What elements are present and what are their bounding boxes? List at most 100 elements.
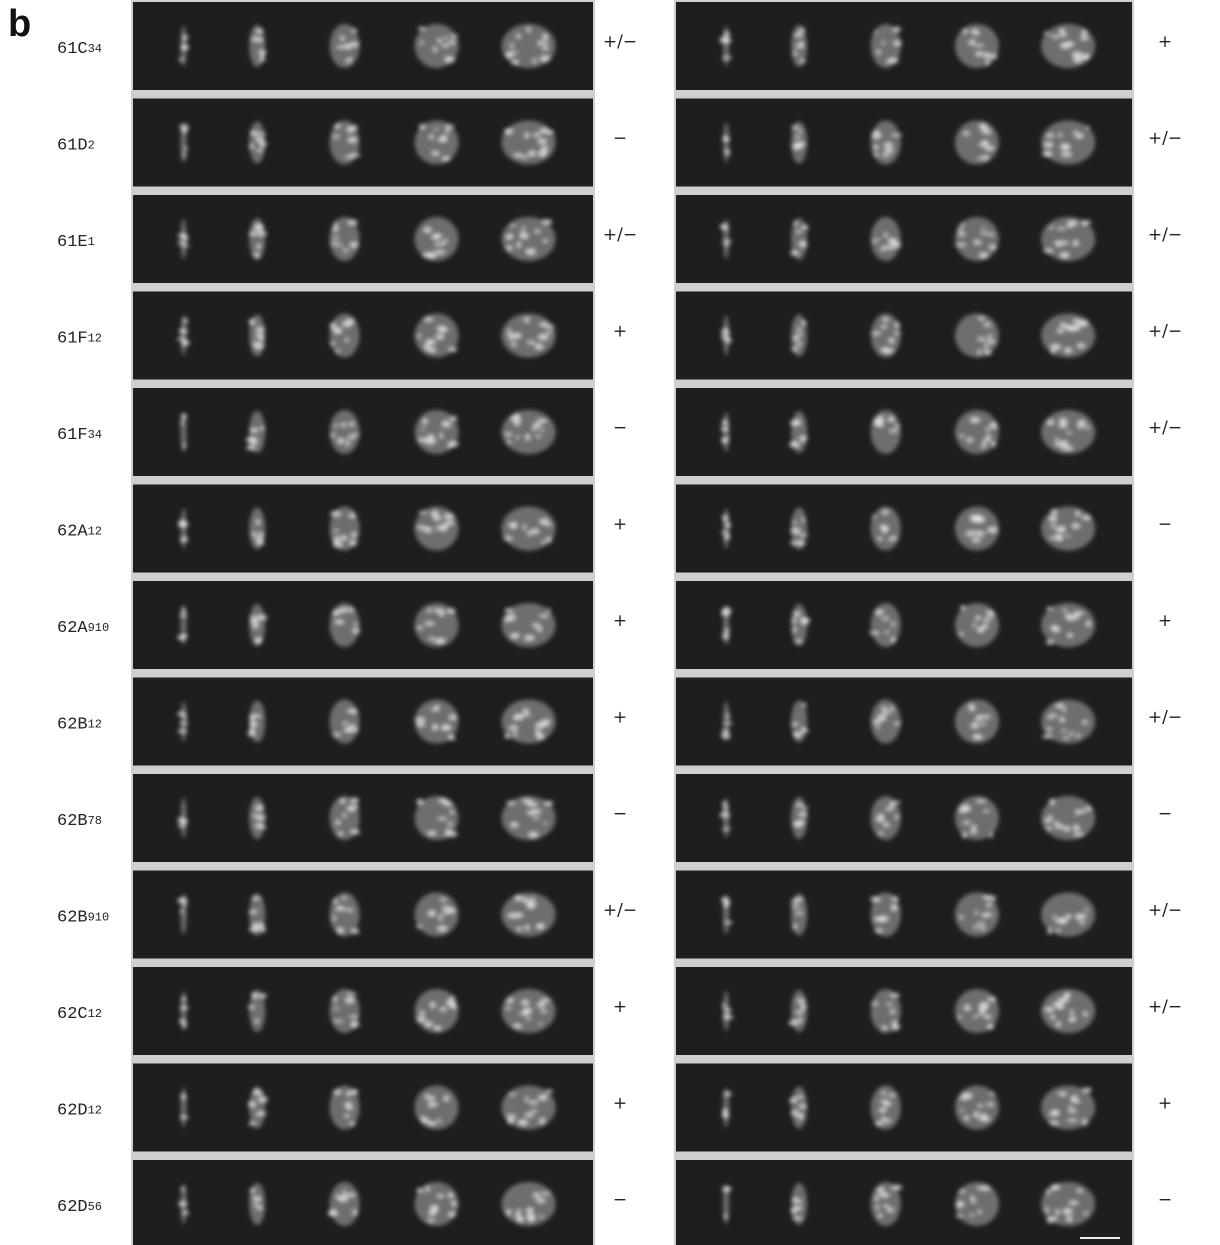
speckle xyxy=(533,817,540,820)
speckle xyxy=(1062,729,1065,733)
blob xyxy=(871,603,901,647)
speckle xyxy=(333,227,339,232)
speckle xyxy=(448,822,452,826)
speckle xyxy=(1065,42,1075,47)
speckle xyxy=(333,328,343,333)
speckle xyxy=(1076,810,1087,813)
speckle xyxy=(870,896,880,901)
speckle xyxy=(182,128,188,133)
speckle xyxy=(428,608,432,613)
speckle xyxy=(1073,611,1084,615)
speckle xyxy=(883,1204,888,1207)
speckle xyxy=(1056,918,1067,923)
speckle xyxy=(330,323,337,329)
speckle xyxy=(977,337,980,340)
speckle xyxy=(259,805,264,809)
speckle xyxy=(1083,55,1089,60)
speckle xyxy=(436,526,440,531)
speckle xyxy=(448,347,457,351)
speckle xyxy=(428,1121,435,1125)
speckle xyxy=(796,333,804,335)
speckle xyxy=(791,1110,799,1115)
speckle xyxy=(505,733,510,739)
speckle xyxy=(722,802,727,806)
speckle xyxy=(963,131,970,135)
speckle xyxy=(441,44,450,47)
blob xyxy=(955,603,999,647)
speckle xyxy=(722,633,730,639)
speckle xyxy=(977,1210,981,1214)
speckle xyxy=(511,525,517,528)
speckle xyxy=(508,329,511,335)
figure-panel: b 61C34+/−+61D2−+/−61E1+/−+/−61F12++/−61… xyxy=(0,0,1220,1245)
speckle xyxy=(894,899,897,902)
speckle xyxy=(971,29,976,35)
speckle xyxy=(526,1207,533,1213)
speckle xyxy=(1071,1100,1081,1103)
blob xyxy=(871,121,901,165)
speckle xyxy=(351,532,357,537)
speckle xyxy=(445,833,449,837)
speckle xyxy=(528,832,538,838)
speckle xyxy=(877,1187,885,1192)
image-strip xyxy=(676,774,1132,862)
speckle xyxy=(432,724,439,730)
speckle xyxy=(959,435,964,437)
speckle xyxy=(515,913,524,918)
speckle xyxy=(982,715,990,719)
speckle xyxy=(437,926,447,932)
speckle xyxy=(333,542,343,548)
speckle xyxy=(181,414,187,418)
speckle xyxy=(802,320,807,326)
image-strip xyxy=(676,485,1132,573)
speckle xyxy=(791,906,801,908)
speckle xyxy=(1056,1021,1061,1027)
speckle xyxy=(978,350,982,356)
speckle xyxy=(883,822,890,827)
image-strip xyxy=(676,678,1132,766)
speckle xyxy=(958,1015,961,1019)
speckle xyxy=(723,137,730,140)
speckle xyxy=(537,419,548,423)
speckle xyxy=(791,347,797,352)
speckle xyxy=(972,538,981,543)
speckle xyxy=(881,707,888,711)
speckle xyxy=(527,903,535,909)
speckle xyxy=(1079,921,1085,925)
speckle xyxy=(977,1186,981,1189)
speckle xyxy=(333,996,337,1002)
speckle xyxy=(800,617,810,623)
speckle xyxy=(427,434,435,440)
blob xyxy=(723,123,729,163)
speckle xyxy=(254,823,263,826)
speckle xyxy=(522,227,525,230)
speckle xyxy=(722,56,732,59)
speckle xyxy=(540,56,551,62)
speckle xyxy=(348,127,352,133)
speckle xyxy=(977,628,984,632)
speckle xyxy=(1069,732,1073,736)
blob xyxy=(181,509,187,549)
speckle xyxy=(720,812,730,818)
speckle xyxy=(529,898,535,902)
blob xyxy=(871,217,901,261)
speckle xyxy=(1046,728,1052,731)
speckle xyxy=(882,1091,886,1096)
speckle xyxy=(1062,708,1066,711)
speckle xyxy=(259,58,265,62)
speckle xyxy=(437,1194,444,1198)
speckle xyxy=(724,921,733,924)
speckle xyxy=(962,821,970,824)
speckle xyxy=(535,723,545,728)
speckle xyxy=(721,734,731,739)
speckle xyxy=(1067,431,1072,434)
speckle xyxy=(881,510,889,514)
speckle xyxy=(889,338,895,344)
speckle xyxy=(801,807,808,809)
speckle xyxy=(1050,1015,1055,1020)
speckle xyxy=(253,625,259,629)
speckle xyxy=(973,623,976,628)
speckle xyxy=(543,239,547,243)
speckle xyxy=(508,51,518,54)
speckle xyxy=(797,820,805,824)
